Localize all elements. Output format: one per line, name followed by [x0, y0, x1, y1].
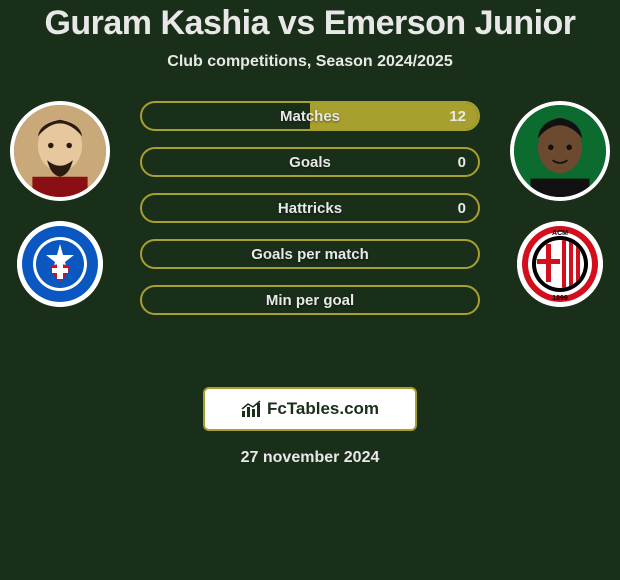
acmilan-badge-icon: ACM 1899 [517, 221, 603, 307]
svg-text:ACM: ACM [552, 230, 568, 237]
stat-value-right: 0 [458, 200, 466, 217]
player-left-column [10, 101, 110, 307]
player-right-column: ACM 1899 [510, 101, 610, 307]
stat-label: Goals per match [251, 246, 369, 263]
stat-value-right: 0 [458, 154, 466, 171]
player-left-avatar [10, 101, 110, 201]
stat-bar: Min per goal [140, 285, 480, 315]
svg-text:1899: 1899 [552, 295, 568, 302]
stat-label: Goals [289, 154, 331, 171]
player-right-avatar-placeholder [514, 105, 606, 197]
stat-label: Matches [280, 108, 340, 125]
stat-bar: Matches 12 [140, 101, 480, 131]
attribution-text: FcTables.com [267, 399, 379, 419]
attribution-badge: FcTables.com [203, 387, 417, 431]
subtitle: Club competitions, Season 2024/2025 [0, 53, 620, 71]
stat-label: Min per goal [266, 292, 354, 309]
stat-value-right: 12 [449, 108, 466, 125]
stat-bar: Goals per match [140, 239, 480, 269]
date-text: 27 november 2024 [0, 449, 620, 467]
player-left-club-badge [17, 221, 103, 307]
barchart-icon [241, 400, 263, 418]
slovan-badge-icon [17, 221, 103, 307]
player-right-avatar [510, 101, 610, 201]
stat-label: Hattricks [278, 200, 342, 217]
page-title: Guram Kashia vs Emerson Junior [0, 4, 620, 43]
stat-bar: Hattricks 0 [140, 193, 480, 223]
comparison-body: Matches 12 Goals 0 Hattricks 0 Goals per match… [0, 101, 620, 351]
player-left-avatar-placeholder [14, 105, 106, 197]
comparison-card: Guram Kashia vs Emerson Junior Club comp… [0, 0, 620, 467]
stats-list: Matches 12 Goals 0 Hattricks 0 Goals per match… [140, 101, 480, 315]
player-right-club-badge: ACM 1899 [517, 221, 603, 307]
stat-bar: Goals 0 [140, 147, 480, 177]
